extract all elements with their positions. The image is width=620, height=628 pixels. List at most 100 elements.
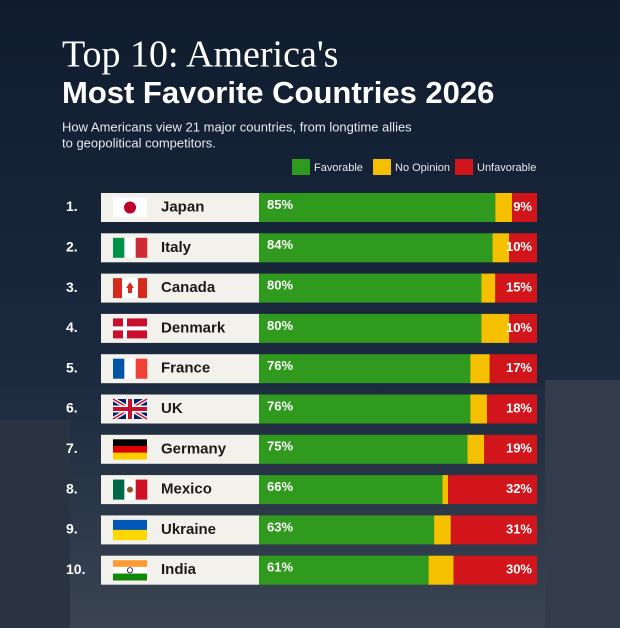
country-label: UK xyxy=(161,400,183,417)
subtitle-line: How Americans view 21 major countries, f… xyxy=(62,119,412,134)
title-line: Most Favorite Countries 2026 xyxy=(62,75,494,110)
value-label: 17% xyxy=(506,360,532,375)
bar-segment xyxy=(259,233,493,263)
country-label: Germany xyxy=(161,440,227,457)
bar-segment xyxy=(450,515,537,545)
value-label: 19% xyxy=(506,441,532,456)
flag-part xyxy=(113,358,125,379)
value-label: 10% xyxy=(506,239,532,254)
flag-part xyxy=(113,237,125,258)
flag-part xyxy=(138,278,147,299)
legend-label: No Opinion xyxy=(395,162,450,174)
flag-part xyxy=(113,519,147,531)
legend-label: Unfavorable xyxy=(477,162,536,174)
bar-segment xyxy=(495,193,512,222)
rank: 8. xyxy=(66,480,78,496)
subtitle-line: to geopolitical competitors. xyxy=(62,135,216,150)
bar-segment xyxy=(259,313,482,343)
rank: 6. xyxy=(66,400,78,416)
flag-part xyxy=(113,566,147,574)
bar-segment xyxy=(259,394,471,424)
flag xyxy=(113,560,147,581)
bar-segment xyxy=(509,313,537,343)
rank: 4. xyxy=(66,319,78,335)
bar-segment xyxy=(489,354,537,384)
rank: 10. xyxy=(66,561,85,577)
value-label: 31% xyxy=(506,521,532,536)
bar-segment xyxy=(467,434,485,464)
value-label: 80% xyxy=(267,278,293,293)
bar-segment xyxy=(259,273,482,303)
flag xyxy=(113,318,147,339)
country-label: Italy xyxy=(161,239,192,256)
country-label: India xyxy=(161,561,197,578)
flag xyxy=(113,439,147,460)
flag-part xyxy=(135,479,148,500)
bar-segment xyxy=(511,193,537,222)
bar-segment xyxy=(259,354,471,384)
bar-segment xyxy=(448,475,537,505)
flag-part xyxy=(113,278,122,299)
bar-segment xyxy=(259,193,496,222)
rank: 1. xyxy=(66,198,78,214)
flag-part xyxy=(113,326,147,331)
flag-part xyxy=(113,407,147,411)
value-label: 10% xyxy=(506,320,532,335)
flag-part xyxy=(135,237,148,258)
bar-segment xyxy=(481,313,510,343)
value-label: 9% xyxy=(513,199,532,214)
bar-segment xyxy=(259,434,468,464)
flag xyxy=(113,519,147,541)
rank: 5. xyxy=(66,359,78,375)
country-label: Canada xyxy=(161,279,216,296)
legend-swatch xyxy=(455,159,473,175)
value-label: 84% xyxy=(267,237,293,252)
value-label: 66% xyxy=(267,479,293,494)
flag xyxy=(113,278,147,299)
rank: 2. xyxy=(66,239,78,255)
value-label: 61% xyxy=(267,560,293,575)
flag xyxy=(113,358,148,379)
value-label: 80% xyxy=(267,318,293,333)
value-label: 76% xyxy=(267,358,293,373)
flag-part xyxy=(113,452,147,460)
flag-part xyxy=(113,479,125,500)
flag-part xyxy=(124,237,136,258)
value-label: 85% xyxy=(267,197,293,212)
bar-segment xyxy=(259,475,443,505)
flag xyxy=(113,479,148,500)
bar-segment xyxy=(509,233,537,263)
bar-segment xyxy=(470,394,487,424)
legend-swatch xyxy=(373,159,391,175)
value-label: 18% xyxy=(506,400,532,415)
country-label: Ukraine xyxy=(161,521,216,538)
value-label: 63% xyxy=(267,519,293,534)
country-label: France xyxy=(161,360,210,377)
value-label: 75% xyxy=(267,439,293,454)
bar-segment xyxy=(453,555,537,585)
country-label: Mexico xyxy=(161,481,212,498)
flag xyxy=(111,397,149,421)
value-label: 30% xyxy=(506,562,532,577)
flag-part xyxy=(127,567,134,574)
bar-segment xyxy=(442,475,449,505)
bar-segment xyxy=(484,434,537,464)
building xyxy=(545,380,620,628)
flag-part xyxy=(113,573,147,581)
flag-part xyxy=(124,201,136,214)
legend-label: Favorable xyxy=(314,162,363,174)
bar-segment xyxy=(495,273,537,303)
bar-segment xyxy=(470,354,490,384)
rank: 9. xyxy=(66,521,78,537)
rank: 3. xyxy=(66,279,78,295)
country-label: Japan xyxy=(161,198,204,215)
flag-part xyxy=(126,282,134,294)
country-label: Denmark xyxy=(161,319,226,336)
bar-segment xyxy=(492,233,510,263)
bar-segment xyxy=(434,515,451,545)
flag-part xyxy=(135,358,148,379)
flag-part xyxy=(113,529,147,541)
rank: 7. xyxy=(66,440,78,456)
